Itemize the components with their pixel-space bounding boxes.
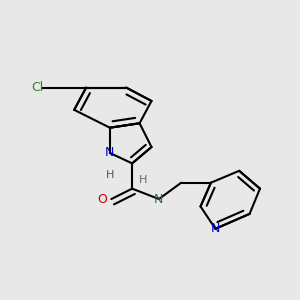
Text: O: O: [98, 193, 107, 206]
Text: H: H: [138, 175, 147, 185]
Text: N: N: [211, 222, 220, 235]
Text: Cl: Cl: [31, 81, 43, 94]
Text: N: N: [154, 193, 164, 206]
Text: H: H: [106, 170, 114, 180]
Text: N: N: [105, 146, 115, 160]
